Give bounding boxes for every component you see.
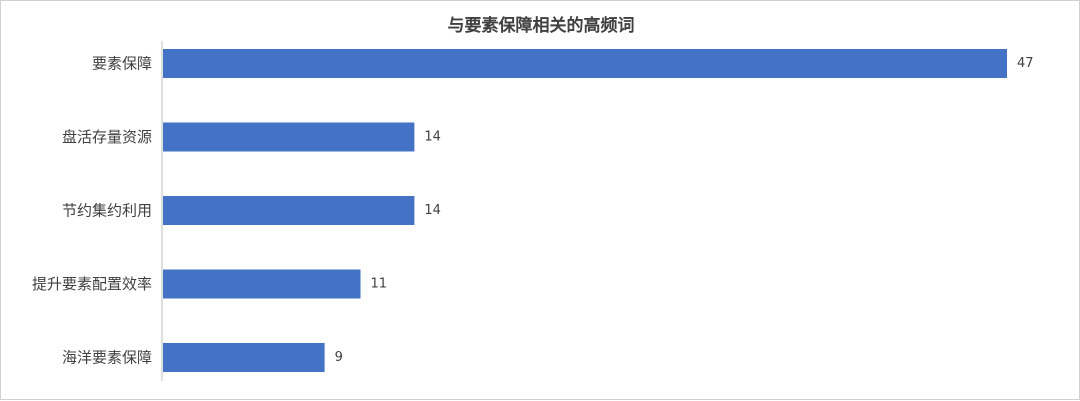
data-label: 14 [424,130,441,145]
data-label: 9 [335,350,343,365]
data-label: 47 [1017,56,1034,71]
category-label: 海洋要素保障 [62,349,152,367]
chart-title: 与要素保障相关的高频词 [447,16,635,36]
bar [163,122,415,152]
bar [163,269,361,299]
data-label: 14 [424,203,441,218]
bar [163,343,325,372]
category-label: 节约集约利用 [62,202,152,220]
data-label: 11 [371,277,388,292]
category-label: 提升要素配置效率 [32,275,152,293]
bar [163,49,1007,78]
category-label: 要素保障 [92,55,152,73]
category-label: 盘活存量资源 [62,128,152,146]
bar [163,196,415,225]
